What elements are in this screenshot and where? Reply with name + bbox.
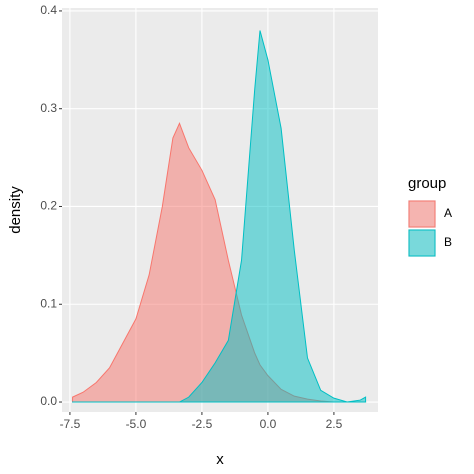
- x-axis-title: x: [216, 451, 224, 468]
- legend: group A B: [408, 175, 452, 257]
- legend-key: [408, 229, 436, 257]
- y-tick-label: 0.0: [40, 394, 57, 408]
- legend-label: A: [444, 206, 452, 220]
- x-tick-label: -5.0: [126, 417, 147, 431]
- marks: [72, 30, 367, 403]
- legend-label: B: [444, 235, 452, 249]
- legend-key: [408, 200, 436, 228]
- x-tick-label: -2.5: [192, 417, 213, 431]
- y-tick-label: 0.4: [40, 3, 57, 17]
- x-tick-label: -7.5: [60, 417, 81, 431]
- axes: 0.0 0.1 0.2 0.3 0.4 -7.5 -5.0 -2.5 0.0 2.5: [40, 3, 342, 431]
- x-tick-label: 0.0: [260, 417, 277, 431]
- density-area: [72, 30, 367, 403]
- y-tick-label: 0.3: [40, 101, 57, 115]
- y-tick-label: 0.1: [40, 296, 57, 310]
- x-tick-label: 2.5: [326, 417, 343, 431]
- legend-title: group: [408, 175, 446, 192]
- y-axis-title: density: [7, 186, 24, 234]
- y-tick-label: 0.2: [40, 199, 57, 213]
